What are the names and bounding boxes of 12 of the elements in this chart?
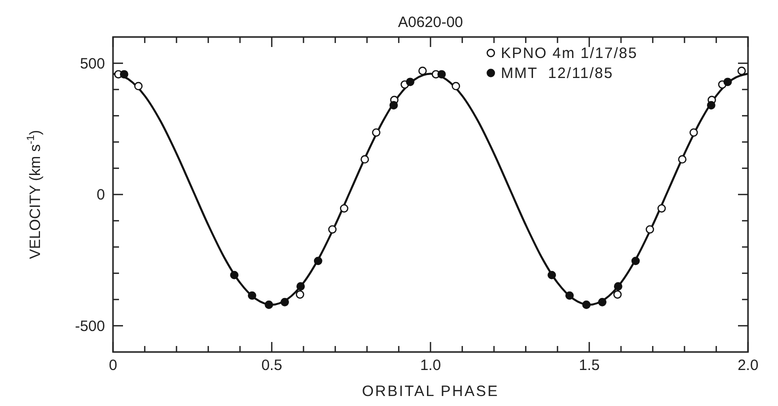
y-tick-label: 500 <box>80 55 105 72</box>
y-tick-label: -500 <box>74 318 105 335</box>
x-tick-label: 2.0 <box>738 357 758 374</box>
x-axis-title: ORBITAL PHASE <box>362 383 500 400</box>
x-tick-label: 0.5 <box>261 357 282 374</box>
x-tick-label: 0 <box>108 357 118 374</box>
x-tick-label: 1.0 <box>420 357 441 374</box>
legend-label: KPNO 4m 1/17/85 <box>500 45 638 62</box>
legend-label: MMT 12/11/85 <box>500 65 614 82</box>
chart-title: A0620-00 <box>398 14 464 31</box>
x-tick-label: 1.5 <box>578 357 600 374</box>
y-tick-label: 0 <box>96 186 105 204</box>
